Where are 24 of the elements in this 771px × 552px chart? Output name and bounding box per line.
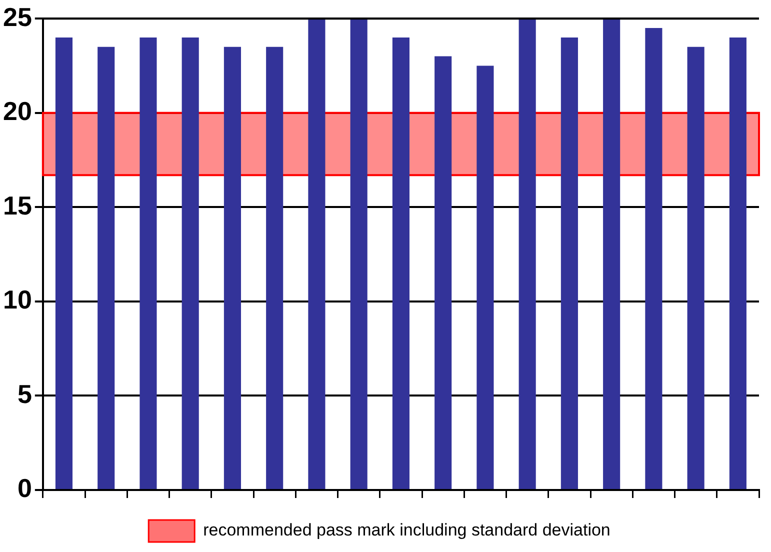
- bar: [645, 28, 662, 489]
- y-tick-label: 10: [3, 284, 32, 315]
- y-tick-label: 20: [3, 96, 32, 126]
- bar: [518, 18, 536, 489]
- bar: [434, 56, 452, 489]
- bar: [98, 46, 115, 489]
- bar: [729, 37, 746, 489]
- bar: [392, 37, 410, 489]
- y-tick-label: 0: [17, 473, 32, 504]
- bar: [308, 18, 326, 489]
- bar: [603, 18, 620, 489]
- y-tick-label: 5: [17, 378, 32, 409]
- bar: [560, 37, 578, 489]
- bar: [687, 46, 704, 489]
- bar: [266, 46, 284, 489]
- bar: [55, 37, 73, 489]
- y-tick-label: 15: [3, 190, 32, 220]
- bar: [476, 66, 494, 489]
- bar: [182, 37, 199, 489]
- legend-label: recommended pass mark including standard deviation: [203, 520, 610, 540]
- bar: [140, 37, 157, 489]
- bar: [224, 46, 241, 489]
- bar: [350, 18, 368, 489]
- y-tick-label: 25: [3, 2, 32, 32]
